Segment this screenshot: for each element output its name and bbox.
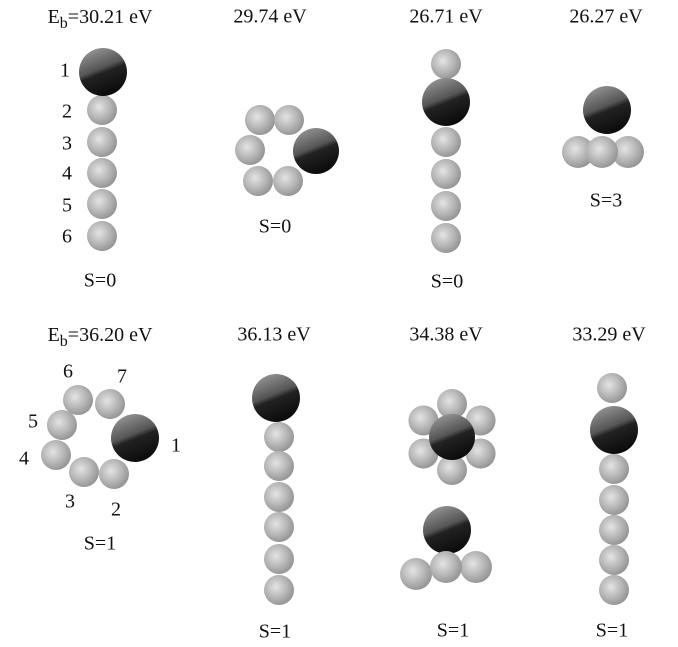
figure: Eb=30.21 eV29.74 eV26.71 eV26.27 eVEb=36… bbox=[0, 0, 678, 647]
atom bbox=[95, 389, 125, 419]
dopant-atom bbox=[252, 374, 300, 422]
dopant-atom bbox=[293, 128, 339, 174]
atom-number: 6 bbox=[63, 361, 73, 383]
atom bbox=[431, 191, 461, 221]
atom bbox=[264, 512, 294, 542]
energy-label: 29.74 eV bbox=[233, 6, 307, 28]
atom bbox=[264, 575, 294, 605]
energy-part: E bbox=[48, 6, 60, 28]
atom bbox=[599, 575, 629, 605]
atom-number: 3 bbox=[65, 491, 75, 513]
atom-number: 4 bbox=[19, 448, 29, 470]
atom-number: 2 bbox=[111, 499, 121, 521]
atom bbox=[460, 551, 492, 583]
atom bbox=[264, 544, 294, 574]
spin-label: S=1 bbox=[596, 620, 628, 642]
energy-label: 26.71 eV bbox=[409, 6, 483, 28]
atom-number: 1 bbox=[171, 435, 181, 457]
dopant-atom bbox=[429, 414, 475, 460]
energy-part: b bbox=[60, 333, 68, 350]
atom bbox=[264, 482, 294, 512]
energy-label: 34.38 eV bbox=[409, 324, 483, 346]
atom bbox=[87, 95, 117, 125]
atom bbox=[599, 454, 629, 484]
atom bbox=[431, 223, 461, 253]
dopant-atom bbox=[590, 406, 638, 454]
atom-number: 7 bbox=[117, 366, 127, 388]
atom bbox=[274, 105, 304, 135]
dopant-atom bbox=[423, 506, 471, 554]
spin-label: S=1 bbox=[437, 620, 469, 642]
dopant-atom bbox=[583, 86, 631, 134]
atom-number: 4 bbox=[62, 163, 72, 185]
atom bbox=[597, 373, 627, 403]
atom bbox=[586, 136, 618, 168]
atom-number: 6 bbox=[62, 226, 72, 248]
atom bbox=[87, 221, 117, 251]
energy-label: Eb=30.21 eV bbox=[48, 6, 153, 32]
atom bbox=[431, 49, 461, 79]
energy-part: E bbox=[48, 324, 60, 346]
atom bbox=[41, 440, 71, 470]
spin-label: S=0 bbox=[431, 271, 463, 293]
spin-label: S=1 bbox=[84, 533, 116, 555]
spin-label: S=0 bbox=[84, 270, 116, 292]
atom bbox=[599, 545, 629, 575]
atom bbox=[99, 459, 129, 489]
energy-label: 26.27 eV bbox=[569, 6, 643, 28]
atom bbox=[63, 385, 93, 415]
atom bbox=[264, 451, 294, 481]
energy-part: =36.20 eV bbox=[68, 324, 153, 346]
atom bbox=[69, 457, 99, 487]
atom bbox=[599, 485, 629, 515]
atom-number: 3 bbox=[62, 133, 72, 155]
atom bbox=[430, 551, 462, 583]
atom bbox=[599, 515, 629, 545]
atom bbox=[235, 135, 265, 165]
atom bbox=[243, 166, 273, 196]
atom bbox=[431, 159, 461, 189]
energy-label: 33.29 eV bbox=[572, 324, 646, 346]
atom bbox=[273, 166, 303, 196]
spin-label: S=1 bbox=[259, 621, 291, 643]
atom-number: 5 bbox=[62, 195, 72, 217]
atom bbox=[87, 127, 117, 157]
atom-number: 2 bbox=[62, 101, 72, 123]
atom-number: 1 bbox=[60, 60, 70, 82]
atom bbox=[87, 158, 117, 188]
energy-part: b bbox=[60, 15, 68, 32]
atom bbox=[264, 422, 294, 452]
atom-number: 5 bbox=[28, 411, 38, 433]
spin-label: S=0 bbox=[259, 216, 291, 238]
atom bbox=[400, 558, 432, 590]
spin-label: S=3 bbox=[590, 190, 622, 212]
dopant-atom bbox=[79, 48, 127, 96]
dopant-atom bbox=[422, 78, 470, 126]
energy-part: =30.21 eV bbox=[68, 6, 153, 28]
atom bbox=[431, 127, 461, 157]
atom bbox=[245, 105, 275, 135]
dopant-atom bbox=[111, 414, 159, 462]
atom bbox=[87, 189, 117, 219]
atom bbox=[47, 410, 77, 440]
energy-label: Eb=36.20 eV bbox=[48, 324, 153, 350]
energy-label: 36.13 eV bbox=[237, 324, 311, 346]
